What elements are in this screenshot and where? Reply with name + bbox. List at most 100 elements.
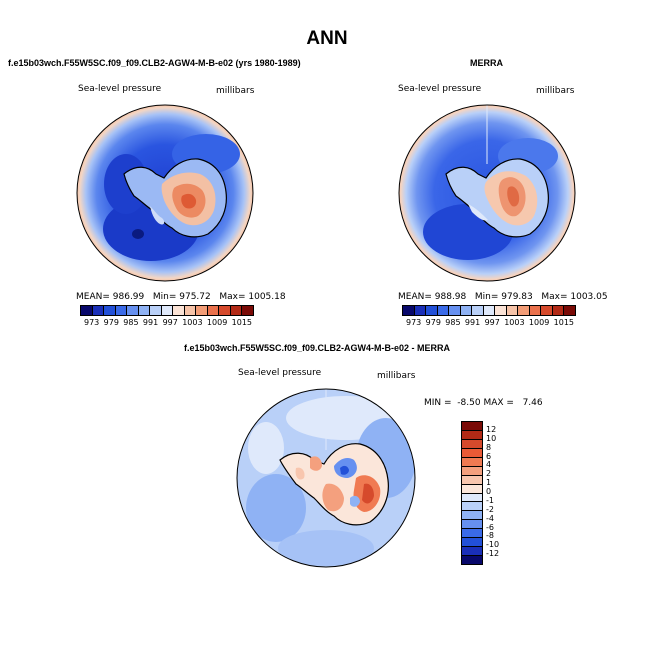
diff-colorbar-tick-label: -10 <box>486 540 500 550</box>
obs-colorbar-swatch <box>552 306 565 315</box>
diff-colorbar-swatch <box>462 475 482 485</box>
diff-colorbar-swatch <box>462 439 482 449</box>
obs-colorbar-swatch <box>472 306 484 315</box>
model-min-value: 975.72 <box>179 292 211 302</box>
obs-colorbar-tick-label: 991 <box>464 318 481 327</box>
obs-colorbar-ticks: 973 979 985 991 997 1003 1009 1015 <box>406 318 574 327</box>
model-case-title: f.e15b03wch.F55W5SC.f09_f09.CLB2-AGW4-M-… <box>8 58 301 68</box>
diff-max-value: 7.46 <box>522 398 543 408</box>
diff-colorbar-swatch <box>462 448 482 458</box>
diff-polar-map <box>236 388 416 568</box>
model-colorbar-swatch <box>230 306 243 315</box>
diff-max-label: MAX = <box>483 398 514 408</box>
diff-units-label: millibars <box>377 371 416 381</box>
diff-colorbar-tick-label: 4 <box>486 460 492 470</box>
diff-colorbar-tick-label: 10 <box>486 433 497 443</box>
obs-colorbar-swatch <box>541 306 553 315</box>
model-colorbar-swatch <box>127 306 139 315</box>
model-max-value: 1005.18 <box>248 292 286 302</box>
diff-colorbar-swatch <box>462 511 482 521</box>
obs-case-title: MERRA <box>470 58 503 68</box>
model-polar-map <box>76 104 254 282</box>
diff-colorbar-swatch <box>462 502 482 512</box>
obs-colorbar-swatch <box>506 306 519 315</box>
model-colorbar-swatch <box>104 306 116 315</box>
model-mean-label: MEAN= <box>76 292 110 302</box>
model-colorbar-tick-label: 973 <box>84 318 100 327</box>
diff-colorbar-swatch <box>462 457 482 467</box>
obs-colorbar-tick-label: 1003 <box>504 318 525 327</box>
diff-min-value: -8.50 <box>457 398 481 408</box>
model-variable-label: Sea-level pressure <box>78 84 162 94</box>
model-colorbar-tick-label: 991 <box>142 318 159 327</box>
obs-colorbar-tick-label: 997 <box>484 318 500 327</box>
diff-colorbar-tick-label: -2 <box>486 504 494 514</box>
diff-colorbar-tick-label: -4 <box>486 513 494 523</box>
diff-colorbar-tick-label: -12 <box>486 549 500 559</box>
diff-colorbar-swatch <box>462 556 482 564</box>
obs-colorbar-tick-label: 1009 <box>528 318 550 327</box>
diff-colorbar <box>461 421 483 565</box>
model-colorbar-swatch <box>242 306 253 315</box>
obs-colorbar-swatch <box>564 306 575 315</box>
obs-colorbar-swatch <box>437 306 450 315</box>
model-colorbar-tick-label: 985 <box>123 318 139 327</box>
model-colorbar-tick-label: 1003 <box>182 318 203 327</box>
model-colorbar-swatch <box>196 306 208 315</box>
diff-colorbar-swatch <box>462 529 482 539</box>
obs-polar-map <box>398 104 576 282</box>
diff-colorbar-swatch <box>462 538 482 548</box>
diff-colorbar-tick-label: -1 <box>486 495 494 505</box>
obs-colorbar <box>402 305 576 316</box>
obs-variable-label: Sea-level pressure <box>398 84 482 94</box>
obs-min-label: Min= <box>474 292 499 302</box>
diff-colorbar-tick-label: -6 <box>486 522 494 532</box>
diff-colorbar-swatch <box>462 430 482 440</box>
model-colorbar-swatch <box>138 306 151 315</box>
obs-colorbar-swatch <box>529 306 542 315</box>
model-units-label: millibars <box>216 86 255 96</box>
model-stats: MEAN= 986.99 Min= 975.72 Max= 1005.18 <box>76 292 286 302</box>
obs-colorbar-swatch <box>495 306 507 315</box>
diff-stats: MIN = -8.50 MAX = 7.46 <box>424 398 543 408</box>
obs-colorbar-swatch <box>460 306 473 315</box>
diff-colorbar-swatch <box>462 484 482 494</box>
obs-max-label: Max= <box>541 292 568 302</box>
model-colorbar-swatch <box>173 306 185 315</box>
obs-colorbar-swatch <box>483 306 496 315</box>
obs-colorbar-tick-label: 985 <box>445 318 461 327</box>
obs-colorbar-tick-label: 1015 <box>553 318 574 327</box>
diff-colorbar-swatch <box>462 547 482 557</box>
diff-colorbar-tick-label: 2 <box>486 469 492 479</box>
diff-colorbar-tick-label: 12 <box>486 424 497 434</box>
obs-colorbar-swatch <box>449 306 461 315</box>
obs-colorbar-swatch <box>403 306 415 315</box>
obs-mean-label: MEAN= <box>398 292 432 302</box>
obs-colorbar-swatch <box>426 306 438 315</box>
diff-colorbar-swatch <box>462 422 482 431</box>
obs-colorbar-tick-label: 973 <box>406 318 422 327</box>
diff-variable-label: Sea-level pressure <box>238 368 322 378</box>
model-colorbar-swatch <box>161 306 174 315</box>
diff-colorbar-swatch <box>462 520 482 530</box>
model-colorbar-tick-label: 1009 <box>206 318 228 327</box>
diff-colorbar-tick-label: 8 <box>486 442 492 452</box>
model-colorbar-swatch <box>184 306 197 315</box>
model-colorbar-swatch <box>207 306 220 315</box>
figure-title: ANN <box>306 28 348 49</box>
diff-colorbar-tick-label: -8 <box>486 531 494 541</box>
obs-max-value: 1003.05 <box>570 292 608 302</box>
diff-min-label: MIN = <box>424 398 452 408</box>
model-colorbar-swatch <box>115 306 128 315</box>
obs-stats: MEAN= 988.98 Min= 979.83 Max= 1003.05 <box>398 292 608 302</box>
diff-colorbar-tick-label: 0 <box>486 487 492 496</box>
diff-colorbar-ticks: 12 10 8 6 4 2 1 0 -1 -2 -4 -6 -8 -10 -12 <box>486 421 516 563</box>
obs-colorbar-swatch <box>518 306 530 315</box>
diff-colorbar-tick-label: 1 <box>486 478 492 488</box>
model-colorbar-tick-label: 997 <box>162 318 178 327</box>
diff-case-title: f.e15b03wch.F55W5SC.f09_f09.CLB2-AGW4-M-… <box>184 343 451 353</box>
diff-colorbar-swatch <box>462 466 482 476</box>
model-colorbar-tick-label: 1015 <box>231 318 252 327</box>
model-colorbar-tick-label: 979 <box>103 318 119 327</box>
obs-colorbar-swatch <box>414 306 427 315</box>
